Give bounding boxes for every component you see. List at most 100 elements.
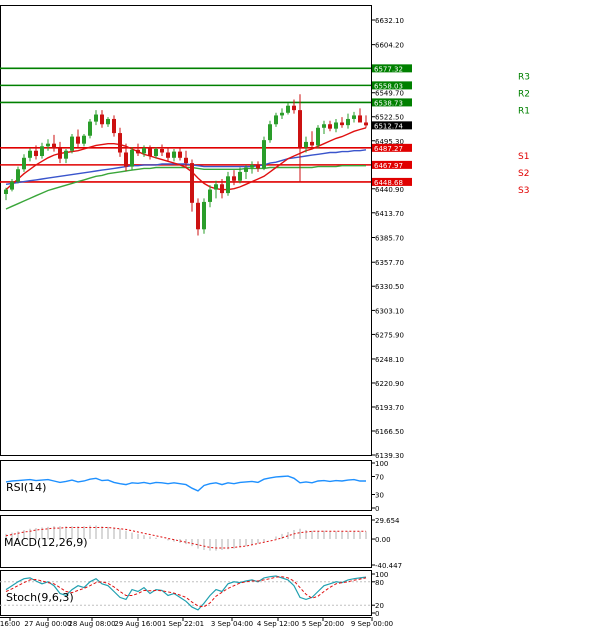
moving-average-green xyxy=(5,164,366,210)
candle-body xyxy=(22,157,26,170)
candle-body xyxy=(178,151,182,158)
candle-body xyxy=(352,115,356,119)
candle-body xyxy=(244,167,248,172)
candle-body xyxy=(10,181,14,190)
rsi-label: RSI(14) xyxy=(6,481,46,494)
candle-body xyxy=(286,105,290,113)
candle-body xyxy=(256,164,260,169)
candle-body xyxy=(52,143,56,149)
y-tick-label: 6139.30 xyxy=(375,452,404,460)
y-tick-label: 6495.30 xyxy=(375,138,404,146)
macd-tick-label: 29.654 xyxy=(375,517,400,525)
candle-body xyxy=(310,141,314,146)
current-price-box xyxy=(372,121,412,130)
candle-body xyxy=(58,148,62,159)
stoch-label: Stoch(9,6,3) xyxy=(6,591,74,604)
candle-body xyxy=(154,148,158,157)
candle-body xyxy=(214,184,218,190)
candle-body xyxy=(172,151,176,158)
x-tick-label: 27 Aug 00:00 xyxy=(24,620,71,628)
candle-body xyxy=(184,157,188,164)
rsi-line xyxy=(5,475,366,492)
y-tick-label: 6166.50 xyxy=(375,428,404,436)
candle-body xyxy=(94,114,98,122)
candle-body xyxy=(100,114,104,125)
candle-body xyxy=(226,176,230,194)
y-tick-label: 6440.90 xyxy=(375,186,404,194)
level-price-box xyxy=(372,98,412,107)
y-tick-label: 6413.70 xyxy=(375,210,404,218)
panel-frame xyxy=(0,5,372,456)
level-name-s2: S2 xyxy=(518,169,529,179)
x-tick-label: 1 Sep 22:01 xyxy=(162,620,204,628)
candle-body xyxy=(34,150,38,157)
y-tick-label: 6522.50 xyxy=(375,114,404,122)
macd-tick-label: 0.00 xyxy=(375,536,391,544)
candle-body xyxy=(160,148,164,153)
rsi-tick-label: 70 xyxy=(375,474,384,482)
y-tick-label: 6330.50 xyxy=(375,283,404,291)
macd-tick-label: -40.447 xyxy=(375,562,402,570)
candle-body xyxy=(274,115,278,125)
candle-body xyxy=(64,150,68,159)
candle-body xyxy=(4,189,8,194)
level-price-box xyxy=(372,160,412,169)
y-tick-label: 6549.70 xyxy=(375,90,404,98)
level-name-r1: R1 xyxy=(518,106,530,116)
candle-body xyxy=(340,122,344,126)
candle-body xyxy=(70,136,74,151)
candle-body xyxy=(238,171,242,181)
candle-body xyxy=(124,152,128,167)
x-tick-label: 28 Aug 08:00 xyxy=(68,620,115,628)
candle-body xyxy=(28,150,32,158)
candle-body xyxy=(358,115,362,123)
y-tick-label: 6303.10 xyxy=(375,307,404,315)
panel-frame xyxy=(0,570,372,616)
candle-body xyxy=(262,140,266,169)
candle-body xyxy=(208,189,212,202)
candle-body xyxy=(202,201,206,230)
macd-signal-line xyxy=(5,527,366,549)
level-name-r2: R2 xyxy=(518,89,530,99)
level-price-box xyxy=(372,177,412,186)
x-tick-label: 5 Sep 20:00 xyxy=(302,620,344,628)
y-tick-label: 6632.10 xyxy=(375,17,404,25)
level-price-box xyxy=(372,64,412,73)
y-tick-label: 6275.90 xyxy=(375,331,404,339)
candle-body xyxy=(328,124,332,129)
candle-body xyxy=(118,133,122,153)
candle-body xyxy=(196,202,200,230)
rsi-tick-label: 30 xyxy=(375,492,384,500)
candle-body xyxy=(166,152,170,158)
level-price-label: 6558.03 xyxy=(374,82,403,90)
level-price-box xyxy=(372,81,412,90)
level-name-s3: S3 xyxy=(518,186,529,196)
x-tick-label: 3 Sep 04:00 xyxy=(211,620,253,628)
y-tick-label: 6248.10 xyxy=(375,356,404,364)
stoch-d-line xyxy=(5,576,367,608)
candle-body xyxy=(364,122,368,126)
stoch-tick-label: 20 xyxy=(375,602,384,610)
level-price-label: 6577.32 xyxy=(374,65,403,73)
candle-body xyxy=(112,118,116,134)
candle-body xyxy=(232,176,236,181)
candle-body xyxy=(130,149,134,167)
y-tick-label: 6220.90 xyxy=(375,380,404,388)
level-price-label: 6448.68 xyxy=(374,179,403,187)
candle-body xyxy=(40,146,44,157)
candle-body xyxy=(88,121,92,136)
candle-body xyxy=(298,110,302,148)
macd-label: MACD(12,26,9) xyxy=(4,536,88,549)
candle-body xyxy=(142,148,146,154)
candle-body xyxy=(76,136,80,144)
level-name-r3: R3 xyxy=(518,72,530,82)
candle-body xyxy=(334,122,338,129)
candle-body xyxy=(292,105,296,111)
candle-body xyxy=(268,124,272,141)
candle-body xyxy=(322,124,326,128)
candle-body xyxy=(16,169,20,182)
level-name-s1: S1 xyxy=(518,152,529,162)
level-price-label: 6467.97 xyxy=(374,162,403,170)
